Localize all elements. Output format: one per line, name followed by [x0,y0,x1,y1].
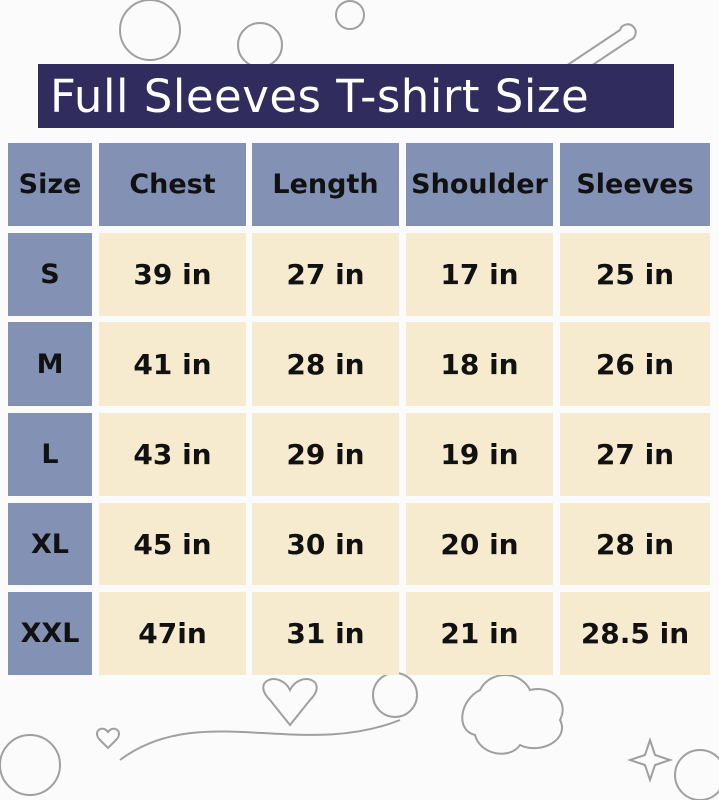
button-icon [335,0,365,30]
yarn-ball-icon [0,734,61,796]
header-chest: Chest [99,143,246,226]
yarn-ball-icon [674,749,719,800]
cell-chest: 39 in [99,233,246,316]
header-sleeves: Sleeves [560,143,710,226]
cell-sleeves: 28 in [560,503,710,585]
yarn-ball-icon [119,0,181,61]
cell-sleeves: 27 in [560,413,710,496]
cell-length: 28 in [252,322,399,406]
header-shoulder: Shoulder [406,143,553,226]
cell-length: 30 in [252,503,399,585]
button-icon [372,672,418,718]
cell-length: 27 in [252,233,399,316]
cell-length: 29 in [252,413,399,496]
cell-shoulder: 21 in [406,592,553,675]
size-label: M [8,322,92,406]
header-length: Length [252,143,399,226]
thread-line [119,719,401,761]
cell-shoulder: 19 in [406,413,553,496]
safety-pin-icon [559,23,637,81]
size-label: L [8,413,92,496]
cell-sleeves: 28.5 in [560,592,710,675]
sparkle-icon [626,736,674,784]
cell-shoulder: 17 in [406,233,553,316]
size-label: S [8,233,92,316]
yarn-ball-icon [237,22,283,68]
size-label: XL [8,503,92,585]
header-size: Size [8,143,92,226]
cell-shoulder: 20 in [406,503,553,585]
sheep-icon [461,674,564,755]
cell-chest: 41 in [99,322,246,406]
heart-icon [96,727,120,750]
cell-chest: 47in [99,592,246,675]
size-label: XXL [8,592,92,675]
page-title: Full Sleeves T-shirt Size [38,64,674,128]
cell-chest: 45 in [99,503,246,585]
cell-sleeves: 25 in [560,233,710,316]
cell-chest: 43 in [99,413,246,496]
cell-sleeves: 26 in [560,322,710,406]
heart-icon [262,678,318,727]
cell-length: 31 in [252,592,399,675]
cell-shoulder: 18 in [406,322,553,406]
